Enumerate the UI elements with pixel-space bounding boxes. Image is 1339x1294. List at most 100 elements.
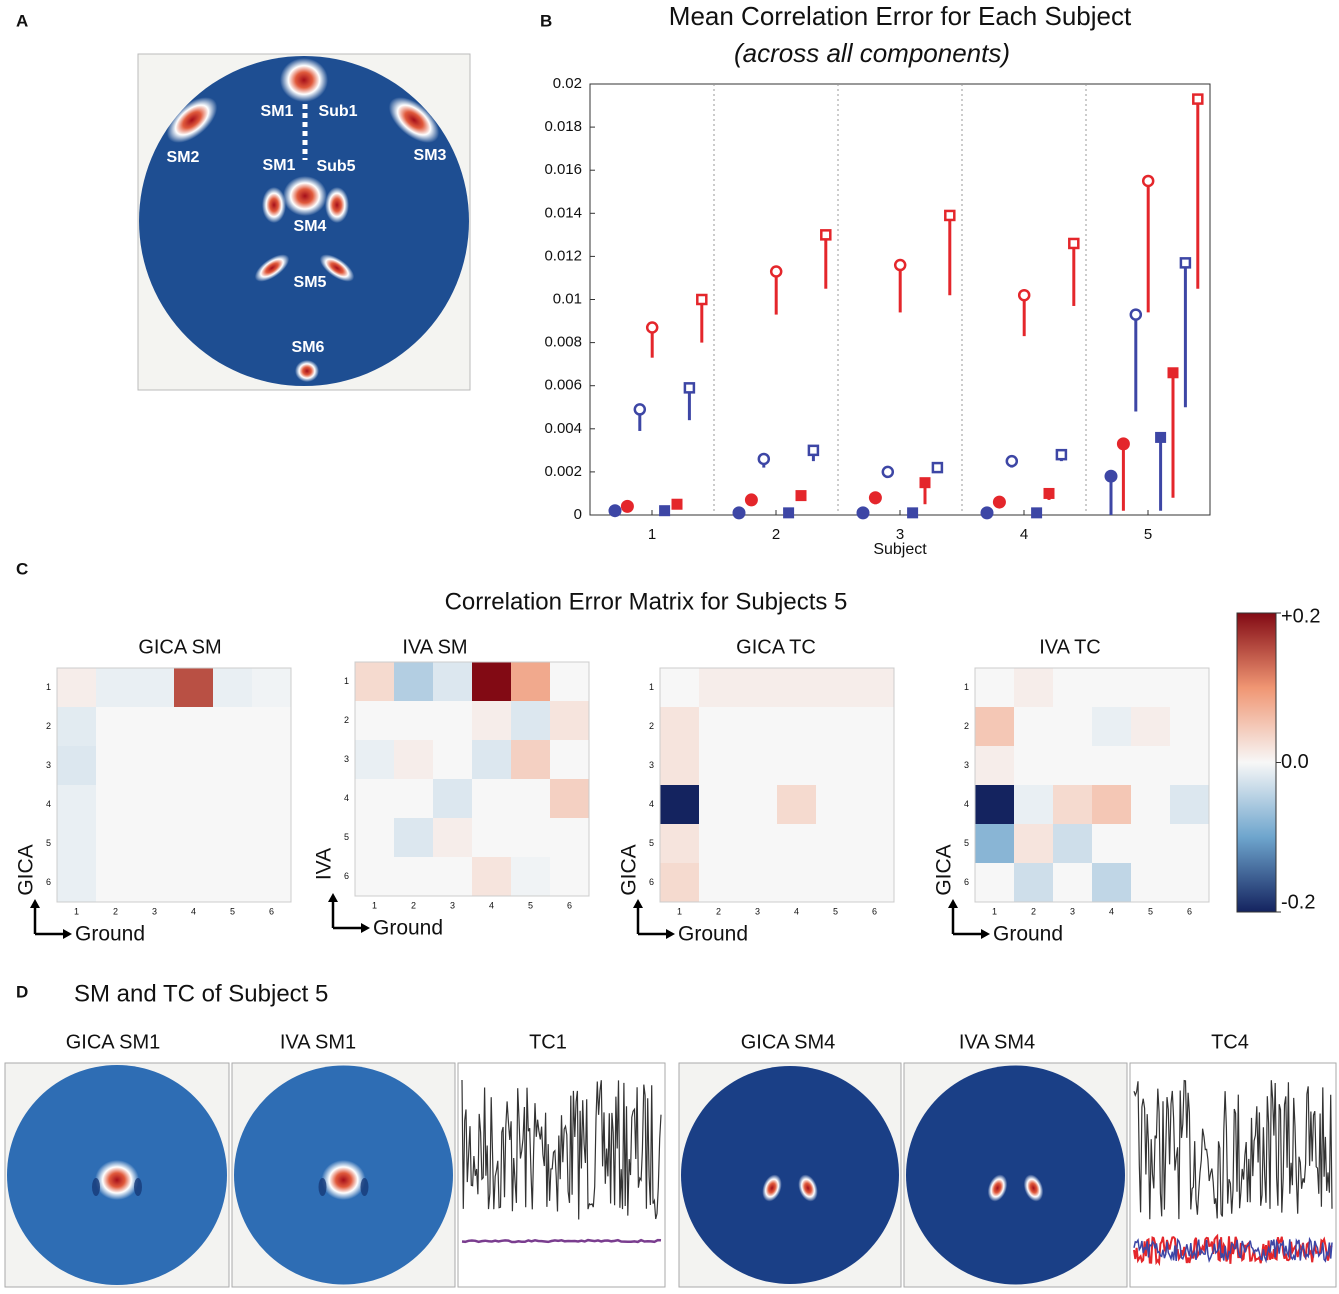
marker xyxy=(919,477,931,489)
heat-cell xyxy=(96,863,136,903)
section-title: SM and TC of Subject 5 xyxy=(74,980,328,1007)
heat-cell xyxy=(699,668,739,708)
x-tick-label: 5 xyxy=(230,906,235,916)
heat-cell xyxy=(472,701,512,741)
y-tick-label: 4 xyxy=(46,799,51,809)
heat-cell xyxy=(1014,668,1054,708)
heat-cell xyxy=(355,740,395,780)
x-tick-label: 3 xyxy=(450,900,455,910)
heat-cell xyxy=(394,701,434,741)
component-label: SM1 xyxy=(261,103,294,120)
heat-cell xyxy=(355,857,395,897)
marker xyxy=(893,258,907,272)
heat-cell xyxy=(975,863,1015,903)
x-axis-label: Ground xyxy=(75,923,145,946)
x-tick-label: 1 xyxy=(372,900,377,910)
heat-cell xyxy=(738,824,778,864)
blob xyxy=(321,1160,366,1200)
time-course xyxy=(461,1238,662,1244)
marker xyxy=(633,403,647,416)
y-tick-label: 3 xyxy=(46,760,51,770)
heat-cell xyxy=(252,668,292,708)
heat-cell xyxy=(816,668,856,708)
y-tick-label: 4 xyxy=(964,799,969,809)
marker xyxy=(732,506,746,520)
y-tick-label: 6 xyxy=(964,877,969,887)
blob xyxy=(283,176,327,216)
heat-cell xyxy=(1014,707,1054,747)
heat-cell xyxy=(57,824,97,864)
heat-cell xyxy=(433,818,473,858)
axis-arrow xyxy=(636,904,670,936)
blob xyxy=(262,187,286,223)
y-tick-label: 3 xyxy=(964,760,969,770)
heat-cell xyxy=(472,740,512,780)
heat-cell xyxy=(1092,707,1132,747)
heat-cell xyxy=(252,824,292,864)
marker xyxy=(980,506,994,520)
axis-arrow xyxy=(951,904,985,936)
heat-cell xyxy=(1053,785,1093,825)
x-tick-label: 6 xyxy=(567,900,572,910)
x-tick-label: 2 xyxy=(113,906,118,916)
heat-cell xyxy=(213,668,253,708)
heat-cell xyxy=(394,662,434,702)
y-tick-label: 2 xyxy=(964,721,969,731)
heat-cell xyxy=(174,863,214,903)
heat-cell xyxy=(550,779,590,819)
marker xyxy=(1167,367,1179,379)
heat-cell xyxy=(213,746,253,786)
marker xyxy=(931,461,944,474)
heat-cell xyxy=(855,707,895,747)
marker xyxy=(1155,431,1167,443)
marker xyxy=(659,505,671,517)
subplot-title: IVA SM xyxy=(402,636,467,658)
heat-cell xyxy=(511,662,551,702)
heat-cell xyxy=(1170,746,1210,786)
blob xyxy=(987,1174,1008,1202)
heat-cell xyxy=(738,785,778,825)
y-tick-label: 1 xyxy=(649,682,654,692)
blob xyxy=(798,1174,818,1202)
heat-cell xyxy=(660,668,700,708)
y-tick-label: 0.018 xyxy=(544,118,582,135)
x-tick-label: 5 xyxy=(1144,526,1152,543)
heat-cell xyxy=(975,668,1015,708)
x-tick-label: 3 xyxy=(152,906,157,916)
marker xyxy=(1017,288,1031,302)
heat-cell xyxy=(1053,863,1093,903)
x-tick-label: 1 xyxy=(992,906,997,916)
heat-cell xyxy=(135,785,175,825)
marker xyxy=(856,506,870,520)
heat-cell xyxy=(135,746,175,786)
heat-cell xyxy=(1170,707,1210,747)
heat-cell xyxy=(355,818,395,858)
heat-cell xyxy=(1131,746,1171,786)
chart-title: Mean Correlation Error for Each Subject xyxy=(669,1,1132,31)
heat-cell xyxy=(213,863,253,903)
heat-cell xyxy=(1014,824,1054,864)
component-label: SM2 xyxy=(167,149,200,166)
y-tick-label: 1 xyxy=(344,676,349,686)
heat-cell xyxy=(1014,863,1054,903)
heat-cell xyxy=(511,740,551,780)
phantom-disc xyxy=(681,1066,899,1284)
marker xyxy=(868,491,882,505)
matrix-frame xyxy=(659,667,895,903)
heat-cell xyxy=(57,707,97,747)
x-tick-label: 3 xyxy=(1070,906,1075,916)
heat-cell xyxy=(975,785,1015,825)
heat-cell xyxy=(699,707,739,747)
heat-cell xyxy=(394,857,434,897)
heat-cell xyxy=(472,779,512,819)
y-axis-label: GICA xyxy=(618,844,641,895)
chart-title: Correlation Error Matrix for Subjects 5 xyxy=(445,588,848,615)
y-tick-label: 0.006 xyxy=(544,377,582,394)
x-tick-label: 1 xyxy=(74,906,79,916)
component-label: SM6 xyxy=(292,339,325,356)
x-tick-label: 5 xyxy=(528,900,533,910)
x-tick-label: 2 xyxy=(772,526,780,543)
marker xyxy=(1055,448,1068,461)
heat-cell xyxy=(1131,824,1171,864)
